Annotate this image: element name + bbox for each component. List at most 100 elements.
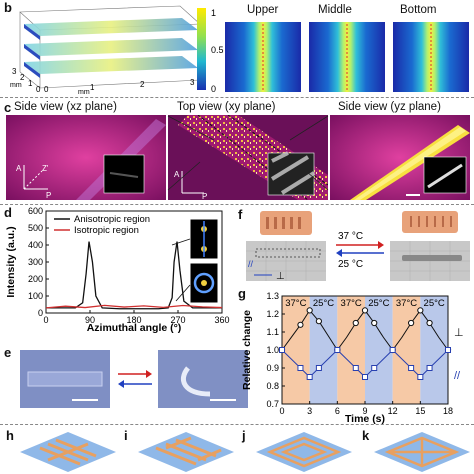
zoom-connectors <box>167 115 329 191</box>
pattern-j <box>256 432 352 472</box>
g-point-1-4 <box>315 365 322 371</box>
panel-label-c: c <box>4 100 12 115</box>
g-point-1-8 <box>352 365 359 371</box>
g-band-5 <box>420 296 448 404</box>
g-xtick-label-5: 15 <box>415 406 425 416</box>
d-series-line-0 <box>46 241 222 310</box>
micrograph-side-xz: A P Z' <box>6 115 166 200</box>
temp-up-label: 37 °C <box>338 231 363 242</box>
axis-p-xz: P <box>46 191 51 200</box>
g-xtick-label-6: 18 <box>443 406 453 416</box>
d-xtick-label-2: 180 <box>126 315 141 325</box>
heatmap-upper <box>225 22 301 92</box>
g-ylabel: Relative change <box>241 310 253 390</box>
g-band-label-2: 37°C <box>341 298 362 309</box>
d-ytick-label-1: 100 <box>28 291 43 301</box>
panel-label-j: j <box>242 428 246 443</box>
gel-layer-middle <box>24 38 198 60</box>
view-title-xy: Top view (xy plane) <box>177 101 276 113</box>
g-point-1-2 <box>297 365 304 371</box>
orientation-perp: ⊥ <box>276 271 285 282</box>
d-ytick-label-0: 0 <box>38 308 43 318</box>
g-ytick-label-5: 1.2 <box>266 309 279 319</box>
pattern-k <box>374 432 470 472</box>
g-point-1-14 <box>408 365 415 371</box>
view-title-yz: Side view (yz plane) <box>338 101 441 113</box>
micrograph-top-xy: A P <box>168 115 328 200</box>
d-ytick-label-6: 600 <box>28 206 43 216</box>
colorbar-tick-05: 0.5 <box>211 45 224 55</box>
view-title-xz: Side view (xz plane) <box>14 101 117 113</box>
g-point-0-9 <box>361 307 369 314</box>
d-ytick-label-4: 400 <box>28 240 43 250</box>
b-tick-front-1: 1 <box>90 83 95 92</box>
b-tick-left-3: 3 <box>12 67 17 76</box>
d-ytick-label-5: 500 <box>28 223 43 233</box>
g-series-label-0: ⊥ <box>454 327 464 339</box>
axis-cross-xy <box>181 171 204 194</box>
colorbar-tick-0: 0 <box>211 84 216 94</box>
g-point-1-3 <box>306 374 313 380</box>
g-point-1-16 <box>426 365 433 371</box>
g-ytick-label-2: 0.9 <box>266 363 279 373</box>
d-legend-label-1: Isotropic region <box>74 225 139 236</box>
axis-z-xz: Z' <box>42 164 49 173</box>
reversible-arrows <box>118 370 152 388</box>
d-inset-pointer-1 <box>171 238 191 246</box>
gel-block-schematic: // ⊥ 37 °C 25 °C <box>246 211 470 282</box>
g-band-4 <box>392 296 421 404</box>
temp-down-label: 25 °C <box>338 259 363 270</box>
b-tick-left-1: 1 <box>28 79 33 88</box>
gel-curled-photo <box>158 350 248 408</box>
g-band-label-1: 25°C <box>313 298 334 309</box>
g-point-1-18 <box>445 347 451 353</box>
heatmap-middle <box>309 22 385 92</box>
g-point-0-15 <box>417 307 424 314</box>
g-point-0-10 <box>371 319 378 327</box>
panel-label-b: b <box>4 0 12 15</box>
g-ytick-label-1: 0.8 <box>266 381 279 391</box>
pattern-i <box>138 432 234 472</box>
g-band-label-5: 25°C <box>424 298 445 309</box>
axis-p-xy: P <box>202 192 207 200</box>
d-ytick-label-2: 200 <box>28 274 43 284</box>
separator-c-d <box>0 204 474 205</box>
g-xtick-label-2: 6 <box>335 406 340 416</box>
g-ytick-label-0: 0.7 <box>266 399 279 409</box>
d-xtick-label-1: 90 <box>85 315 95 325</box>
g-band-0 <box>282 296 310 404</box>
layer-title-middle: Middle <box>318 4 352 16</box>
g-xtick-label-0: 0 <box>279 406 284 416</box>
g-band-label-4: 37°C <box>396 298 417 309</box>
d-xtick-label-3: 270 <box>170 315 185 325</box>
g-point-0-2 <box>297 321 304 328</box>
d-inset-pointer-2 <box>175 284 191 302</box>
gel-layer-bottom <box>24 56 198 78</box>
g-band-1 <box>309 296 338 404</box>
separator-g-h <box>0 424 474 425</box>
b-tick-front-3: 3 <box>190 78 195 87</box>
b-unit-front: mm <box>78 89 90 94</box>
g-xtick-label-3: 9 <box>362 406 367 416</box>
b-tick-left-0: 0 <box>36 85 41 94</box>
d-ytick-label-3: 300 <box>28 257 43 267</box>
g-point-1-15 <box>417 374 424 380</box>
axis-a-xz: A <box>16 164 22 173</box>
chart-intensity-azimuthal: 0 90 180 270 360 0 100 200 300 400 500 600 Azimuthal… <box>5 206 230 334</box>
g-point-1-10 <box>371 365 378 371</box>
d-xlabel: Azimuthal angle (°) <box>87 322 182 334</box>
g-band-label-3: 25°C <box>368 298 389 309</box>
g-band-2 <box>337 296 365 404</box>
layer-title-bottom: Bottom <box>400 4 437 16</box>
axis-cross-xz <box>23 165 48 190</box>
b-tick-front-2: 2 <box>140 80 145 89</box>
g-xtick-label-1: 3 <box>307 406 312 416</box>
d-legend-label-0: Anisotropic region <box>74 214 150 225</box>
g-point-0-4 <box>315 318 322 325</box>
g-ytick-label-3: 1.0 <box>266 345 279 355</box>
g-point-0-14 <box>408 319 415 327</box>
panel-label-g: g <box>238 286 246 301</box>
g-point-0-16 <box>426 319 433 327</box>
micrograph-side-yz <box>330 115 470 200</box>
separator-b-c <box>0 97 474 98</box>
